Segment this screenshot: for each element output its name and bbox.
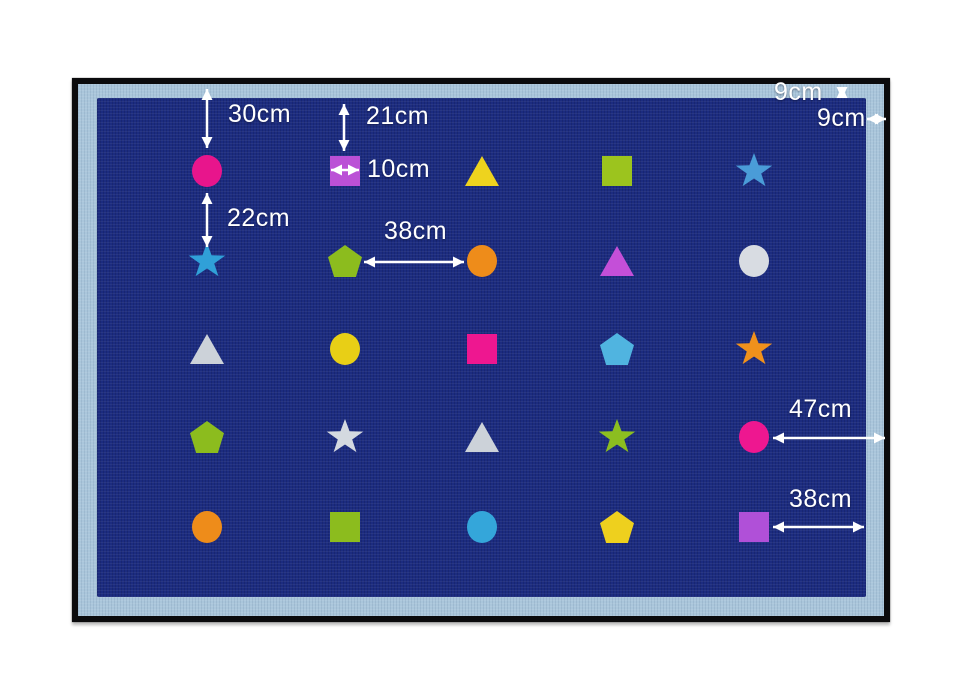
rug-shape-square	[467, 334, 497, 364]
rug-shape-pentagon	[190, 421, 224, 453]
rug-shape-pentagon	[600, 511, 634, 543]
rug-shape-circle	[330, 333, 360, 365]
measurement-label-22cm: 22cm	[227, 204, 291, 232]
rug-shape-square	[330, 156, 360, 186]
rug-shape-pentagon	[328, 245, 362, 277]
rug-shape-circle	[739, 245, 769, 277]
measurement-label-10cm: 10cm	[367, 155, 431, 183]
measurement-label-21cm: 21cm	[366, 102, 430, 130]
rug-shape-circle	[192, 511, 222, 543]
measurement-label-9cm-horizontal: 9cm	[817, 104, 866, 132]
rug-shape-star	[735, 153, 773, 187]
rug-shape-star	[188, 243, 226, 277]
rug-shape-square	[739, 512, 769, 542]
rug-shape-triangle	[465, 422, 499, 452]
measurement-label-38cm-edge: 38cm	[789, 485, 853, 513]
rug-shape-triangle	[600, 246, 634, 276]
rug-shapes-layer	[78, 84, 884, 616]
rug-shape-circle	[739, 421, 769, 453]
rug-shape-circle	[467, 245, 497, 277]
measurement-label-38cm-columns: 38cm	[384, 217, 448, 245]
rug-mat	[72, 78, 890, 622]
rug-shape-square	[602, 156, 632, 186]
measurement-label-47cm: 47cm	[789, 395, 853, 423]
rug-shape-star	[598, 419, 636, 453]
rug-shape-triangle	[190, 334, 224, 364]
rug-shape-square	[330, 512, 360, 542]
rug-shape-star	[735, 331, 773, 365]
measurement-label-9cm-vertical: 9cm	[774, 78, 823, 106]
rug-shape-circle	[192, 155, 222, 187]
measurement-label-30cm: 30cm	[228, 100, 292, 128]
rug-shape-star	[326, 419, 364, 453]
rug-shape-triangle	[465, 156, 499, 186]
rug-shape-circle	[467, 511, 497, 543]
rug-shape-pentagon	[600, 333, 634, 365]
